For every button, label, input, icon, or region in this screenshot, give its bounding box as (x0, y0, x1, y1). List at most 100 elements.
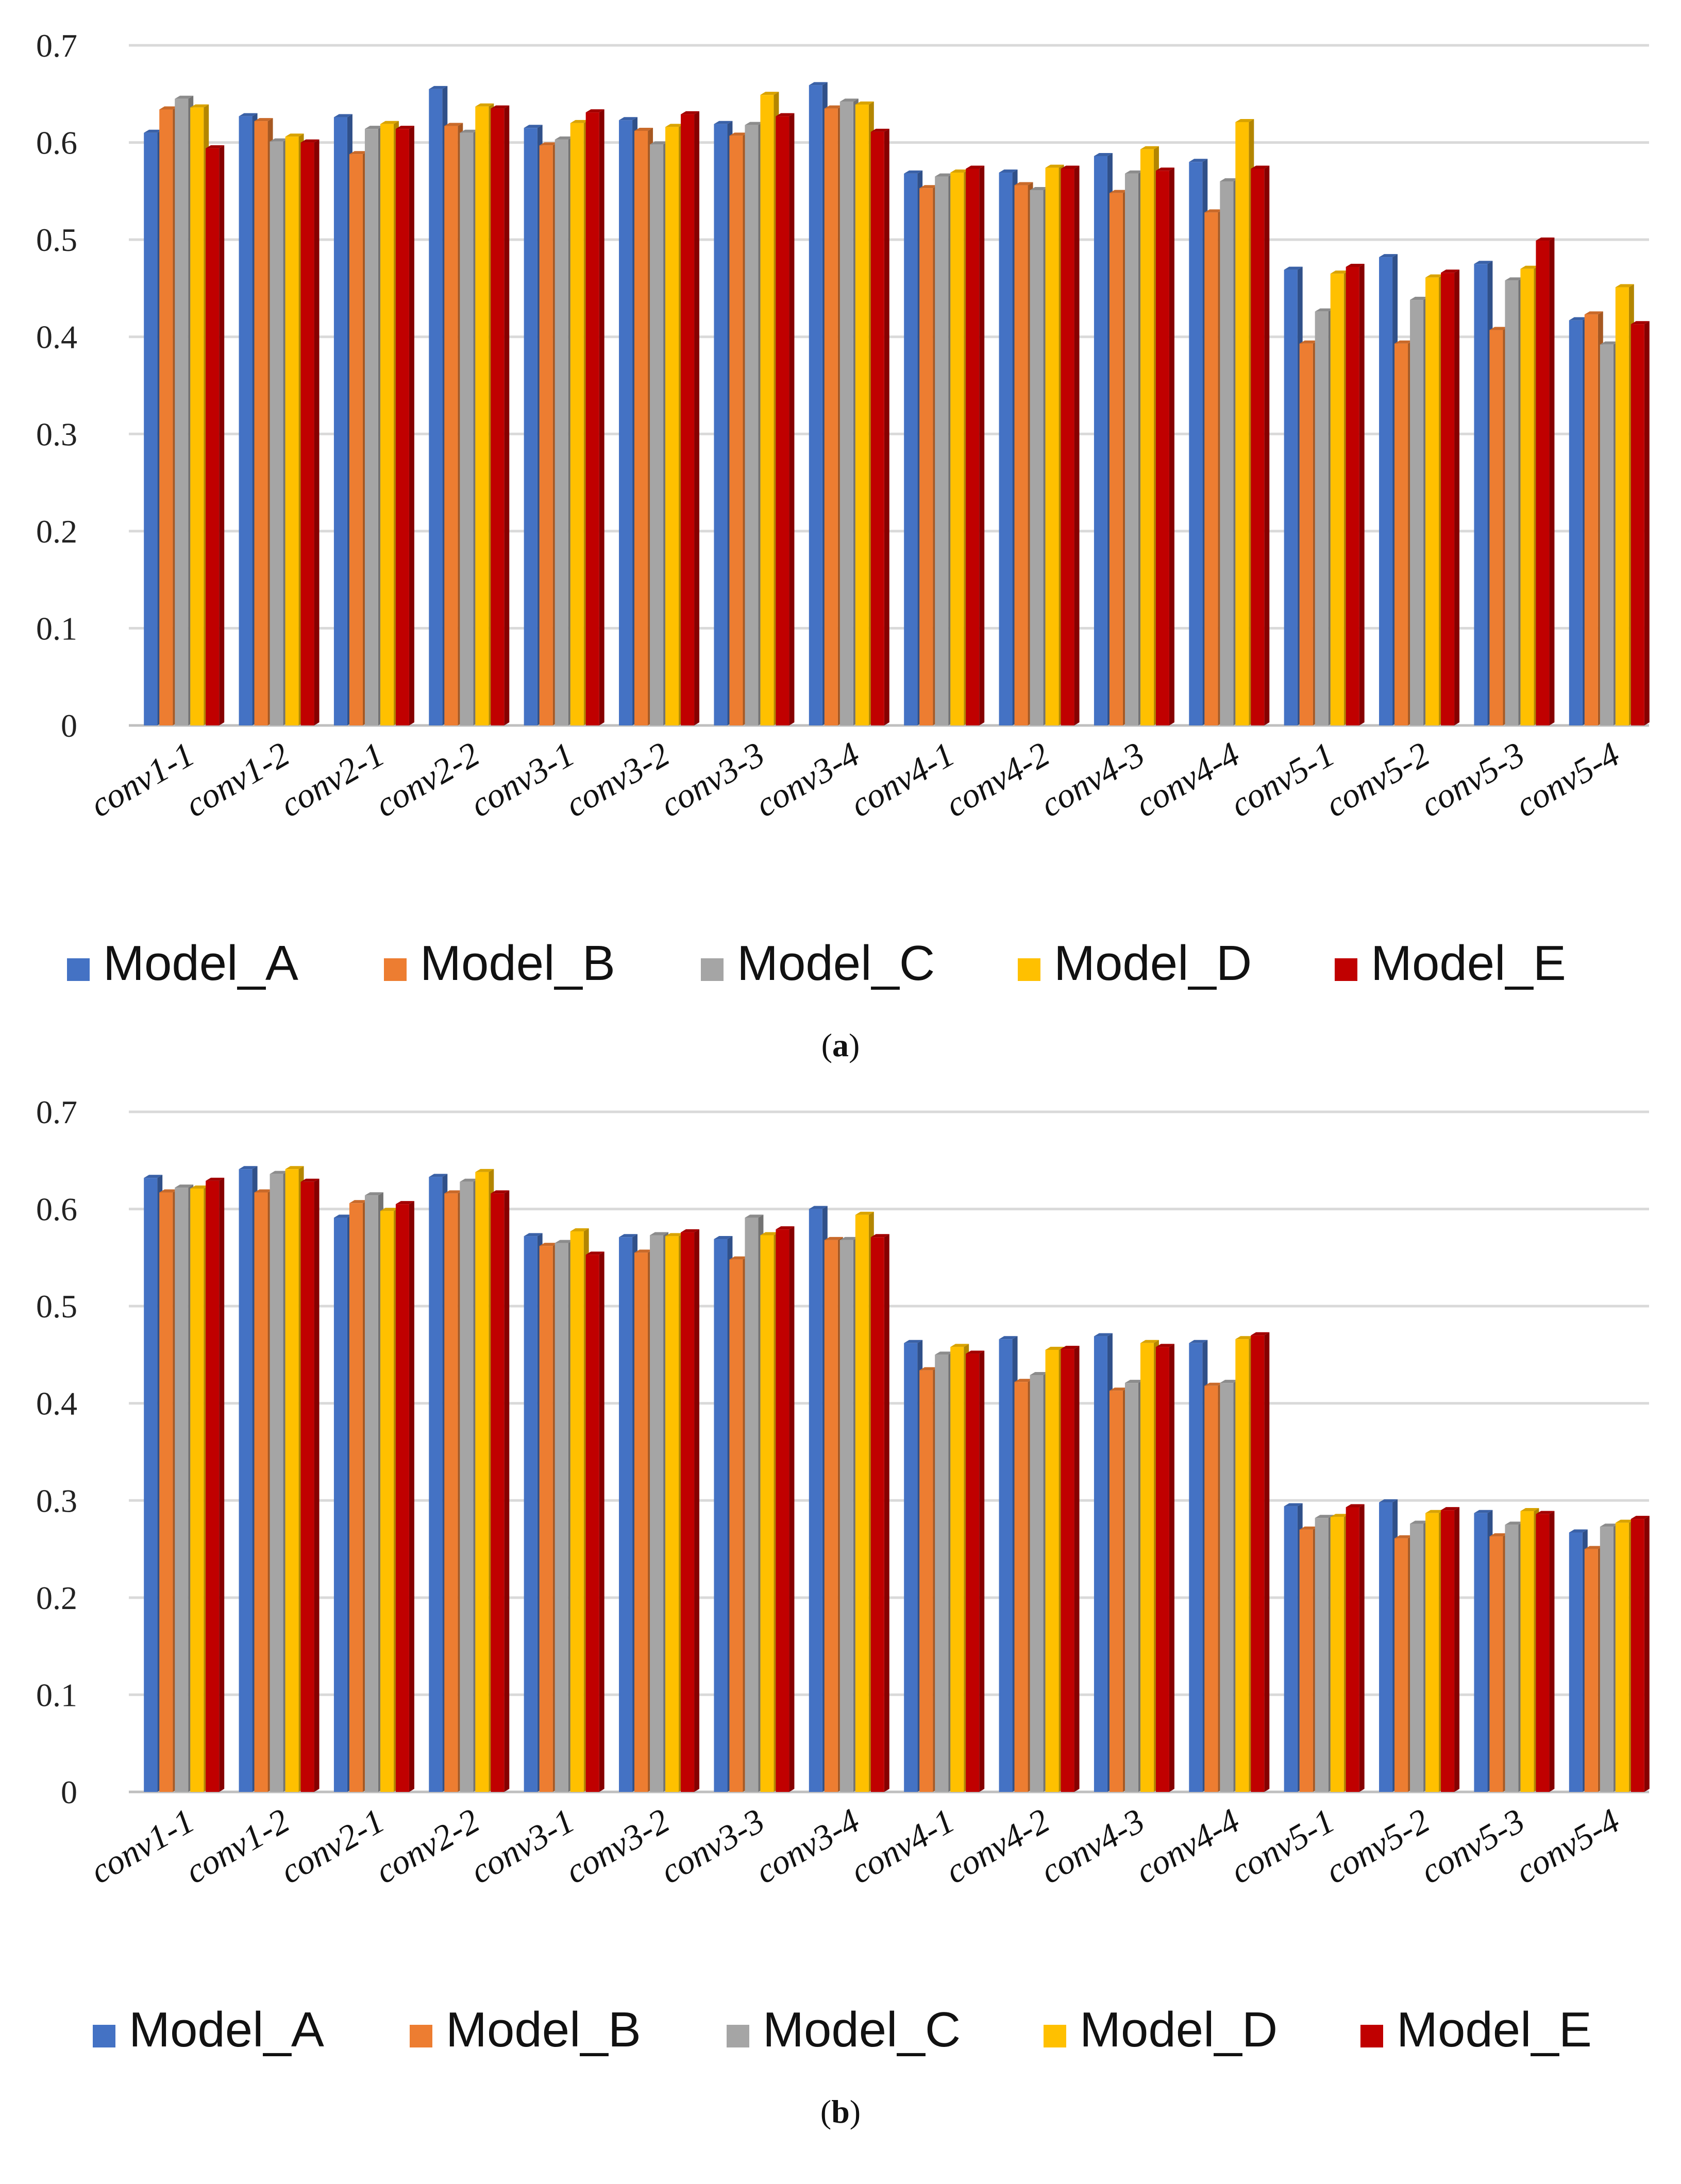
x-tick-label: conv1-2 (178, 1801, 296, 1891)
bar-Model_E-conv1-2 (300, 1178, 320, 1792)
bar-group-conv5-2 (1379, 1499, 1460, 1792)
legend: Model_A Model_B Model_C Model_D Model_E (67, 936, 1566, 991)
bar-group-conv4-2 (999, 1336, 1080, 1792)
bar-Model_D-conv2-2 (475, 103, 494, 725)
x-tick-label: conv3-3 (653, 734, 771, 824)
legend-label: Model_E (1371, 936, 1566, 991)
bar-Model_E-conv5-2 (1441, 1507, 1460, 1792)
x-tick-label: conv5-3 (1414, 734, 1531, 824)
bar-Model_B-conv4-1 (919, 1367, 938, 1792)
x-tick-label: conv3-2 (559, 1801, 676, 1891)
y-tick-label: 0.2 (36, 1580, 77, 1616)
bar-Model_E-conv5-1 (1346, 1504, 1365, 1792)
bar-group-conv2-1 (333, 114, 414, 726)
x-tick-label: conv2-2 (368, 1801, 486, 1891)
bar-Model_E-conv4-1 (966, 165, 985, 725)
x-tick-label: conv3-3 (653, 1801, 771, 1891)
x-tick-label: conv4-2 (938, 1801, 1056, 1891)
bar-Model_E-conv5-4 (1630, 1516, 1650, 1792)
x-tick-label: conv5-2 (1319, 734, 1436, 824)
bar-group-conv2-2 (429, 1169, 510, 1792)
bar-group-conv3-1 (524, 109, 604, 726)
x-tick-label: conv3-2 (559, 734, 676, 824)
x-tick-label: conv3-4 (749, 1801, 866, 1891)
bar-group-conv5-1 (1284, 263, 1365, 725)
legend-item-Model_A: Model_A (93, 2002, 324, 2057)
legend-item-Model_B: Model_B (384, 936, 615, 991)
legend-item-Model_C: Model_C (727, 2002, 961, 2057)
bar-Model_E-conv2-2 (491, 105, 510, 726)
x-tick-label: conv2-1 (274, 1801, 391, 1891)
y-tick-label: 0.2 (36, 513, 77, 550)
legend-label: Model_D (1054, 936, 1252, 991)
panel-label: (b) (820, 2093, 861, 2130)
bar-Model_E-conv5-2 (1441, 269, 1460, 725)
legend-swatch (727, 2025, 749, 2047)
x-tick-label: conv5-1 (1224, 1801, 1341, 1891)
bar-Model_C-conv4-2 (1030, 187, 1049, 725)
bar-group-conv5-2 (1379, 254, 1460, 726)
legend-item-Model_B: Model_B (410, 2002, 641, 2057)
x-tick-label: conv1-1 (83, 734, 201, 824)
legend-item-Model_E: Model_E (1360, 2002, 1592, 2057)
bar-group-conv1-1 (144, 1175, 225, 1792)
legend-item-Model_C: Model_C (701, 936, 935, 991)
bar-group-conv5-3 (1474, 238, 1555, 725)
bar-group-conv4-1 (904, 1340, 985, 1792)
x-tick-label: conv5-4 (1509, 1801, 1626, 1891)
legend-swatch (1360, 2025, 1383, 2047)
bar-group-conv4-3 (1094, 146, 1174, 726)
legend-swatch (67, 958, 90, 981)
y-tick-label: 0.1 (36, 1677, 77, 1713)
bar-Model_E-conv3-1 (585, 109, 604, 726)
bar-group-conv4-2 (999, 164, 1080, 726)
bar-group-conv2-2 (429, 86, 510, 726)
chart-panel-b: 0 0.1 0.2 0.3 0.4 0.5 0.6 0.7 conv1-1 conv1-2 conv… (0, 1066, 1681, 2133)
bar-Model_E-conv1-2 (300, 139, 320, 726)
bar-Model_E-conv3-4 (870, 1234, 889, 1792)
bar-Model_E-conv5-3 (1536, 1511, 1555, 1792)
y-tick-label: 0.6 (36, 1191, 77, 1228)
x-tick-label: conv4-1 (844, 734, 961, 824)
panel-label: (a) (821, 1027, 860, 1063)
bar-Model_E-conv5-1 (1346, 263, 1365, 725)
bar-Model_C-conv2-2 (460, 1178, 479, 1792)
bar-Model_E-conv4-1 (966, 1350, 985, 1792)
bar-Model_E-conv5-3 (1536, 238, 1555, 725)
legend-label: Model_B (420, 936, 615, 991)
bar-group-conv4-4 (1189, 1332, 1270, 1792)
legend-item-Model_D: Model_D (1044, 2002, 1277, 2057)
x-tick-label: conv5-1 (1224, 734, 1341, 824)
bar-group-conv3-3 (714, 92, 795, 726)
bar-group-conv4-1 (904, 165, 985, 726)
legend-swatch (1335, 958, 1357, 981)
bar-Model_E-conv3-2 (681, 111, 700, 725)
bar-Model_E-conv2-1 (395, 126, 414, 726)
x-tick-label: conv3-4 (749, 734, 866, 824)
bar-group-conv5-3 (1474, 1508, 1555, 1792)
bar-Model_E-conv1-1 (206, 145, 225, 725)
y-tick-label: 0 (61, 1774, 77, 1810)
bar-Model_E-conv4-3 (1155, 167, 1174, 726)
x-tick-label: conv3-1 (464, 1801, 581, 1891)
x-tick-label: conv4-4 (1129, 1801, 1246, 1891)
y-tick-label: 0.1 (36, 610, 77, 647)
bar-Model_E-conv2-2 (491, 1190, 510, 1792)
bar-group-conv1-2 (239, 1166, 320, 1792)
x-tick-label: conv2-2 (368, 734, 486, 824)
legend-item-Model_E: Model_E (1335, 936, 1566, 991)
bar-Model_B-conv4-3 (1109, 190, 1128, 726)
bar-group-conv3-4 (809, 1206, 889, 1792)
legend-label: Model_C (737, 936, 935, 991)
bar-group-conv4-3 (1094, 1333, 1174, 1792)
y-tick-label: 0.4 (36, 1385, 77, 1422)
bar-chart-b: 00.10.20.30.40.50.60.7conv1-1conv1-2conv… (36, 1094, 1650, 2130)
bar-group-conv3-1 (524, 1228, 604, 1792)
x-tick-label: conv4-4 (1129, 734, 1246, 824)
legend-swatch (1018, 958, 1040, 981)
bar-Model_E-conv4-2 (1061, 165, 1080, 725)
legend-item-Model_A: Model_A (67, 936, 298, 991)
x-tick-label: conv5-4 (1509, 734, 1626, 824)
legend-label: Model_A (129, 2002, 324, 2057)
legend-item-Model_D: Model_D (1018, 936, 1252, 991)
